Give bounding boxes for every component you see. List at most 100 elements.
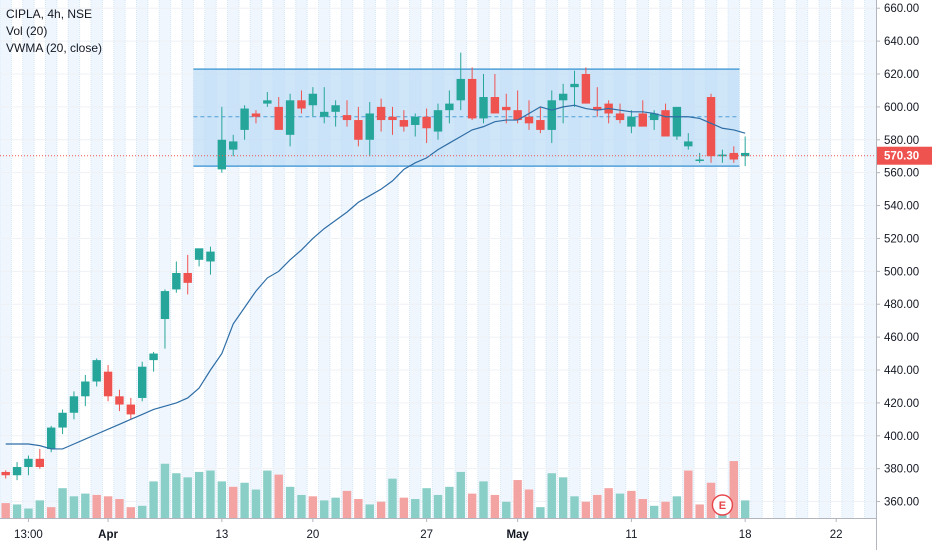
session-band — [796, 0, 808, 518]
y-tick-label: 480.00 — [884, 299, 919, 311]
volume-bar — [661, 501, 670, 518]
volume-bar — [740, 500, 750, 518]
last-price-tag-label: 570.30 — [884, 151, 919, 163]
session-band — [273, 0, 285, 518]
y-tick-label: 440.00 — [884, 365, 919, 377]
session-band — [546, 0, 558, 518]
session-band — [568, 0, 581, 518]
session-band — [159, 0, 171, 518]
candle-body — [524, 116, 534, 124]
candle-body — [115, 396, 124, 405]
session-band — [386, 0, 399, 518]
volume-bar — [411, 499, 420, 518]
volume-bar — [729, 461, 739, 518]
volume-bar — [422, 488, 431, 518]
session-band — [318, 0, 330, 518]
volume-bar — [456, 471, 465, 518]
volume-bar — [570, 496, 579, 518]
volume-bar — [388, 478, 397, 518]
session-band — [682, 0, 694, 518]
candle-body — [149, 353, 158, 361]
last-price-tag — [877, 146, 932, 165]
candle-body — [1, 471, 10, 476]
candle-body — [672, 106, 682, 137]
y-tick-label: 540.00 — [884, 201, 919, 213]
candle-body — [445, 103, 454, 111]
candle-body — [297, 100, 306, 109]
candle-body — [194, 248, 204, 260]
volume-bar — [58, 488, 67, 518]
candle-body — [558, 93, 568, 101]
session-band — [455, 0, 467, 518]
price-axis-background — [876, 0, 932, 550]
candle-body — [81, 381, 90, 397]
legend: CIPLA, 4h, NSE Vol (20) VWMA (20, close) — [6, 6, 102, 57]
candle-body — [126, 404, 136, 415]
x-tick-label: 13 — [215, 529, 228, 541]
volume-bar — [479, 481, 488, 518]
volume-bar — [263, 470, 272, 518]
volume-bar — [649, 505, 659, 518]
volume-bar — [103, 496, 113, 518]
x-tick-label: May — [506, 529, 529, 541]
session-band — [864, 0, 876, 518]
volume-bar — [399, 497, 409, 518]
volume-bar — [490, 494, 500, 518]
volume-bar — [46, 507, 56, 518]
candle-body — [46, 427, 56, 449]
candle-body — [388, 116, 397, 121]
legend-volume[interactable]: Vol (20) — [6, 24, 48, 38]
earnings-badge-label: E — [719, 500, 726, 512]
candle-body — [729, 152, 739, 160]
volume-bar — [308, 496, 318, 518]
volume-bar — [604, 488, 613, 518]
session-band — [250, 0, 262, 518]
session-band — [637, 0, 649, 518]
candle-body — [638, 113, 647, 127]
channel-fill — [193, 69, 740, 167]
session-band — [409, 0, 421, 518]
volume-bar — [81, 493, 90, 518]
legend-symbol[interactable]: CIPLA, 4h, NSE — [6, 7, 93, 21]
y-tick-label: 500.00 — [884, 266, 919, 278]
volume-bar — [524, 489, 534, 518]
candle-body — [217, 139, 227, 170]
candle-body — [456, 78, 465, 101]
volume-bar — [320, 500, 329, 518]
volume-bar — [684, 470, 693, 518]
candle-body — [342, 115, 352, 121]
y-tick-label: 660.00 — [884, 3, 919, 15]
candle-body — [365, 113, 374, 140]
candle-body — [376, 106, 386, 121]
candle-body — [467, 78, 477, 119]
volume-bar — [467, 493, 477, 518]
candle-body — [206, 251, 215, 262]
session-band — [841, 0, 854, 518]
candle-body — [627, 116, 636, 127]
session-band — [728, 0, 740, 518]
volume-bar — [1, 503, 10, 518]
volume-bar — [92, 494, 101, 518]
volume-bar — [172, 473, 181, 518]
candle-body — [285, 100, 295, 135]
candle-body — [229, 141, 238, 150]
earnings-badge — [711, 494, 734, 516]
volume-bar — [297, 494, 306, 518]
volume-bar — [513, 480, 522, 518]
session-band — [113, 0, 126, 518]
volume-bar — [217, 481, 227, 518]
volume-bar — [627, 490, 636, 518]
y-tick-label: 580.00 — [884, 135, 919, 147]
session-band — [341, 0, 353, 518]
candle-body — [160, 291, 170, 320]
volume-bar — [365, 504, 374, 518]
volume-bar — [638, 499, 647, 518]
volume-bar — [445, 486, 454, 518]
candle-body — [308, 93, 318, 106]
session-band — [136, 0, 148, 518]
volume-bar — [137, 505, 147, 518]
volume-bar — [672, 496, 682, 518]
legend-vwma[interactable]: VWMA (20, close) — [6, 41, 103, 55]
